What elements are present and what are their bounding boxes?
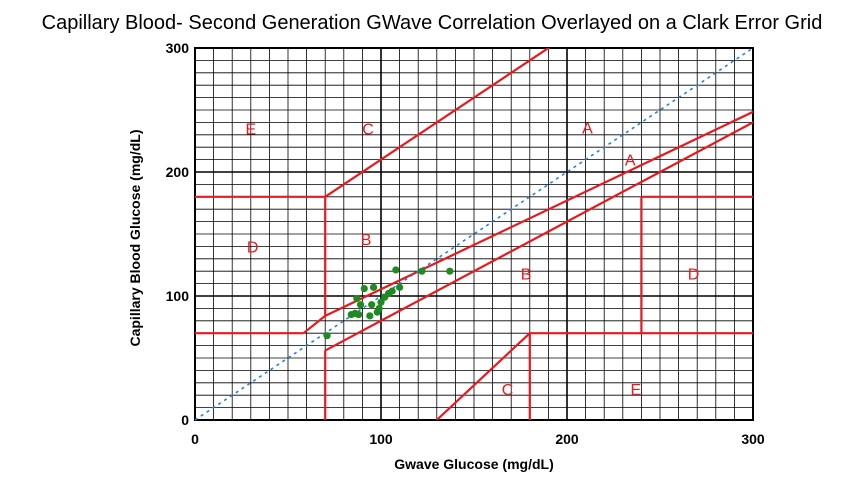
data-point bbox=[375, 304, 383, 312]
zone-boundary-line bbox=[324, 110, 753, 317]
y-tick-label: 300 bbox=[166, 40, 190, 56]
zone-label: D bbox=[688, 267, 700, 284]
y-tick-label: 200 bbox=[166, 164, 190, 180]
zone-label: C bbox=[362, 122, 374, 139]
x-axis-label: Gwave Glucose (mg/dL) bbox=[394, 456, 553, 472]
zone-label: B bbox=[361, 232, 372, 249]
data-point bbox=[377, 298, 385, 306]
data-point bbox=[369, 283, 378, 291]
zone-label: E bbox=[630, 382, 641, 399]
data-point bbox=[323, 332, 331, 340]
data-points bbox=[323, 266, 454, 340]
chart-title: Capillary Blood- Second Generation GWave… bbox=[41, 12, 823, 34]
data-point bbox=[355, 311, 363, 319]
x-tick-label: 300 bbox=[741, 431, 765, 447]
data-point bbox=[356, 301, 365, 309]
data-point bbox=[366, 312, 374, 320]
error-zone-lines bbox=[195, 48, 753, 420]
zone-boundary-line bbox=[302, 314, 326, 335]
data-point bbox=[392, 266, 400, 274]
data-point bbox=[353, 294, 361, 303]
data-point bbox=[396, 283, 404, 291]
zone-label: A bbox=[582, 120, 593, 137]
x-tick-label: 0 bbox=[191, 431, 199, 447]
zone-label: D bbox=[247, 239, 259, 256]
y-tick-label: 0 bbox=[181, 412, 189, 428]
y-tick-labels: 0 100 200 300 bbox=[166, 40, 190, 428]
data-point bbox=[360, 284, 368, 293]
x-tick-label: 100 bbox=[369, 431, 393, 447]
x-tick-labels: 0 100 200 300 bbox=[191, 431, 765, 447]
zone-label: E bbox=[245, 122, 256, 139]
zone-boundary-line bbox=[324, 48, 551, 198]
zone-label: A bbox=[625, 153, 636, 170]
zone-boundary-line bbox=[324, 121, 753, 352]
plot-frame bbox=[194, 47, 754, 421]
data-point bbox=[446, 267, 454, 275]
y-tick-label: 100 bbox=[166, 288, 190, 304]
x-tick-label: 200 bbox=[555, 431, 579, 447]
zone-boundary-line bbox=[436, 332, 531, 420]
zone-label: C bbox=[502, 382, 514, 399]
data-point bbox=[368, 301, 376, 309]
zone-labels: E C A A D B B D C E bbox=[245, 120, 699, 399]
data-point bbox=[388, 287, 396, 295]
zone-label: B bbox=[521, 267, 532, 284]
data-point bbox=[418, 267, 426, 275]
y-axis-label: Capillary Blood Glucose (mg/dL) bbox=[127, 129, 143, 346]
